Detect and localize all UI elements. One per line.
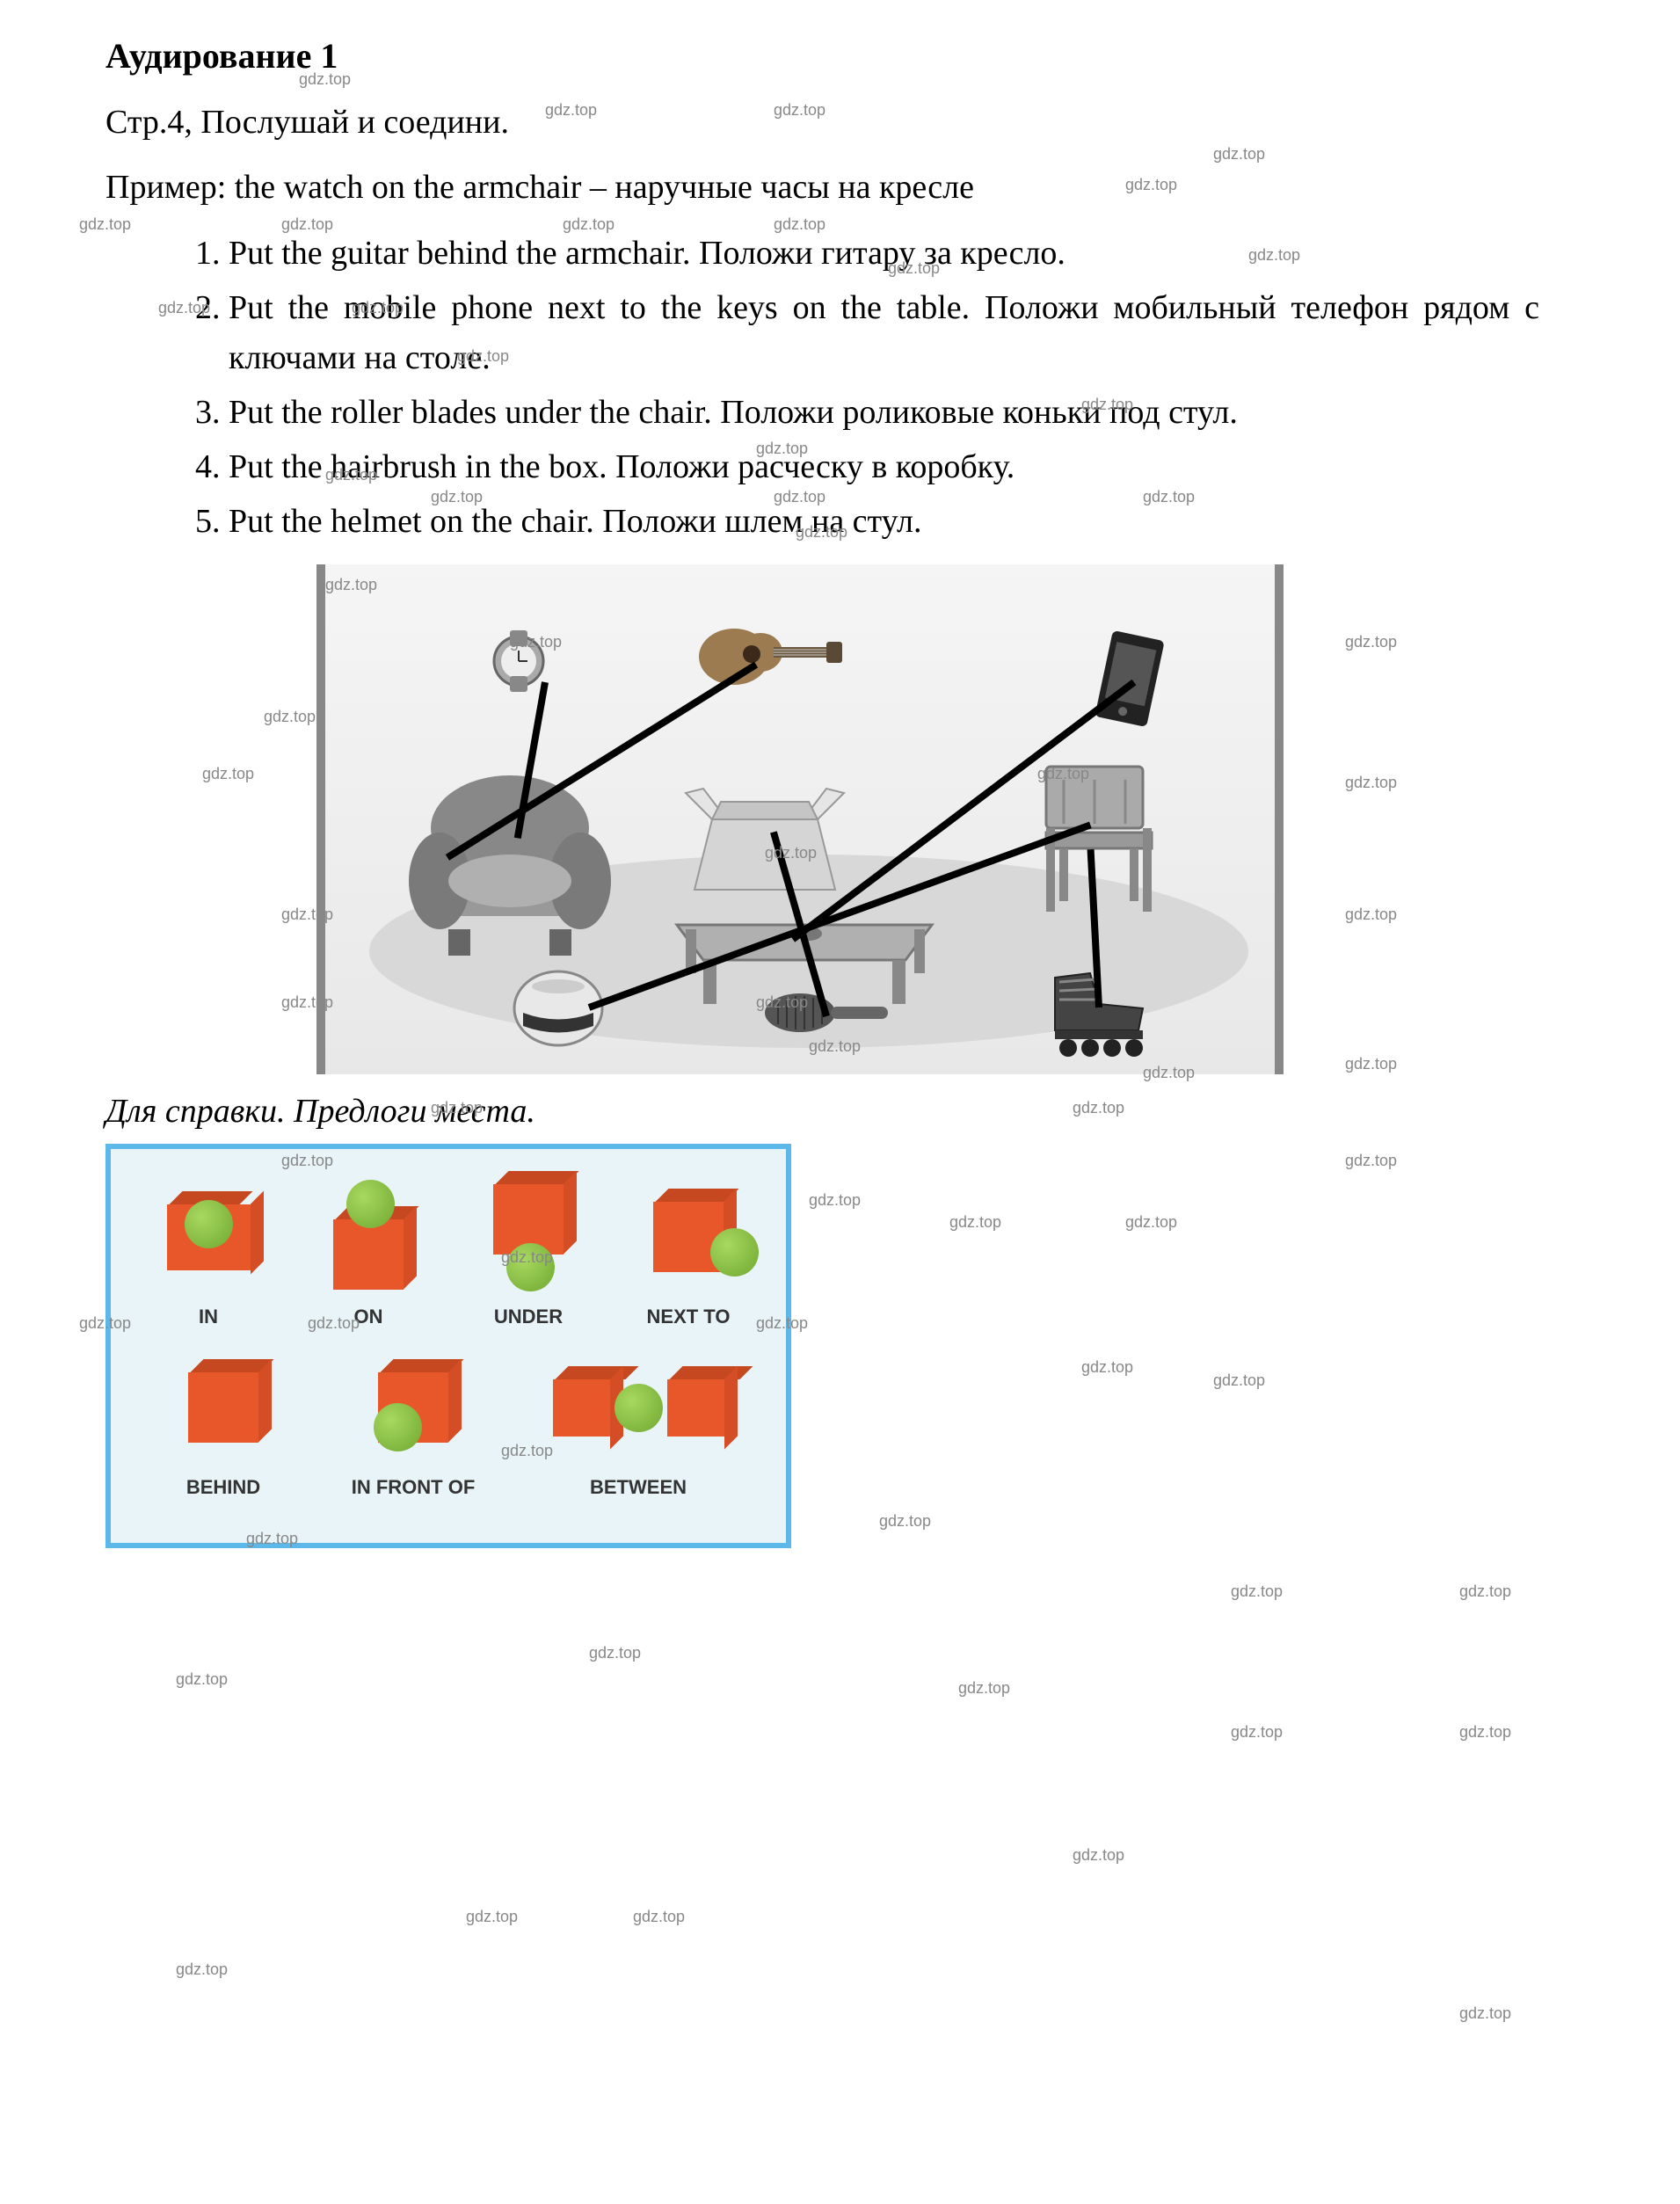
watermark-text: gdz.top — [1459, 1582, 1511, 1601]
watermark-text: gdz.top — [589, 1644, 641, 1662]
prep-under: UNDER — [454, 1175, 603, 1328]
phone-icon — [1090, 626, 1169, 731]
list-item: Put the helmet on the chair. Положи шлем… — [229, 497, 1610, 547]
list-item: Put the mobile phone next to the keys on… — [229, 283, 1610, 383]
watermark-text: gdz.top — [264, 708, 316, 726]
instruction-list: Put the guitar behind the armchair. Поло… — [229, 229, 1610, 547]
watermark-text: gdz.top — [1231, 1723, 1283, 1742]
helmet-icon — [501, 960, 615, 1057]
watermark-text: gdz.top — [176, 1960, 228, 1979]
watch-icon — [466, 617, 571, 705]
prep-in: IN — [134, 1175, 283, 1328]
watermark-text: gdz.top — [1345, 906, 1397, 924]
example-text: Пример: the watch on the armchair – нару… — [105, 168, 1610, 207]
page-subtitle: Стр.4, Послушай и соедини. — [105, 103, 1610, 142]
watermark-text: gdz.top — [1459, 1723, 1511, 1742]
watermark-text: gdz.top — [202, 765, 254, 783]
reference-text: Для справки. Предлоги места. — [105, 1092, 1610, 1131]
armchair-icon — [396, 767, 624, 969]
watermark-text: gdz.top — [1345, 774, 1397, 792]
watermark-text: gdz.top — [958, 1679, 1010, 1698]
scene-illustration — [316, 564, 1284, 1074]
watermark-text: gdz.top — [1073, 1846, 1124, 1865]
watermark-text: gdz.top — [1459, 2004, 1511, 2023]
prep-behind: BEHIND — [149, 1346, 298, 1499]
watermark-text: gdz.top — [1231, 1582, 1283, 1601]
prep-nextto: NEXT TO — [614, 1175, 763, 1328]
watermark-text: gdz.top — [1345, 1152, 1397, 1170]
guitar-icon — [686, 608, 844, 696]
watermark-text: gdz.top — [949, 1213, 1001, 1232]
watermark-text: gdz.top — [879, 1512, 931, 1531]
prepositions-diagram: IN ON UNDER NE — [105, 1144, 791, 1548]
watermark-text: gdz.top — [1345, 633, 1397, 651]
watermark-text: gdz.top — [466, 1908, 518, 1926]
watermark-text: gdz.top — [1125, 1213, 1177, 1232]
chair-icon — [1020, 749, 1178, 925]
list-item: Put the roller blades under the chair. П… — [229, 388, 1610, 438]
prep-between: BETWEEN — [528, 1346, 748, 1499]
watermark-text: gdz.top — [1081, 1358, 1133, 1377]
list-item: Put the hairbrush in the box. Положи рас… — [229, 442, 1610, 492]
list-item: Put the guitar behind the armchair. Поло… — [229, 229, 1610, 279]
prep-infrontof: IN FRONT OF — [338, 1346, 488, 1499]
watermark-text: gdz.top — [176, 1670, 228, 1689]
watermark-text: gdz.top — [79, 215, 131, 234]
box-icon — [677, 775, 853, 907]
watermark-text: gdz.top — [633, 1908, 685, 1926]
watermark-text: gdz.top — [1213, 1371, 1265, 1390]
scene-background — [316, 564, 1284, 1074]
watermark-text: gdz.top — [1345, 1055, 1397, 1073]
watermark-text: gdz.top — [809, 1191, 861, 1210]
watermark-text: gdz.top — [1213, 145, 1265, 164]
prep-on: ON — [294, 1175, 443, 1328]
page-title: Аудирование 1 — [105, 35, 1610, 76]
